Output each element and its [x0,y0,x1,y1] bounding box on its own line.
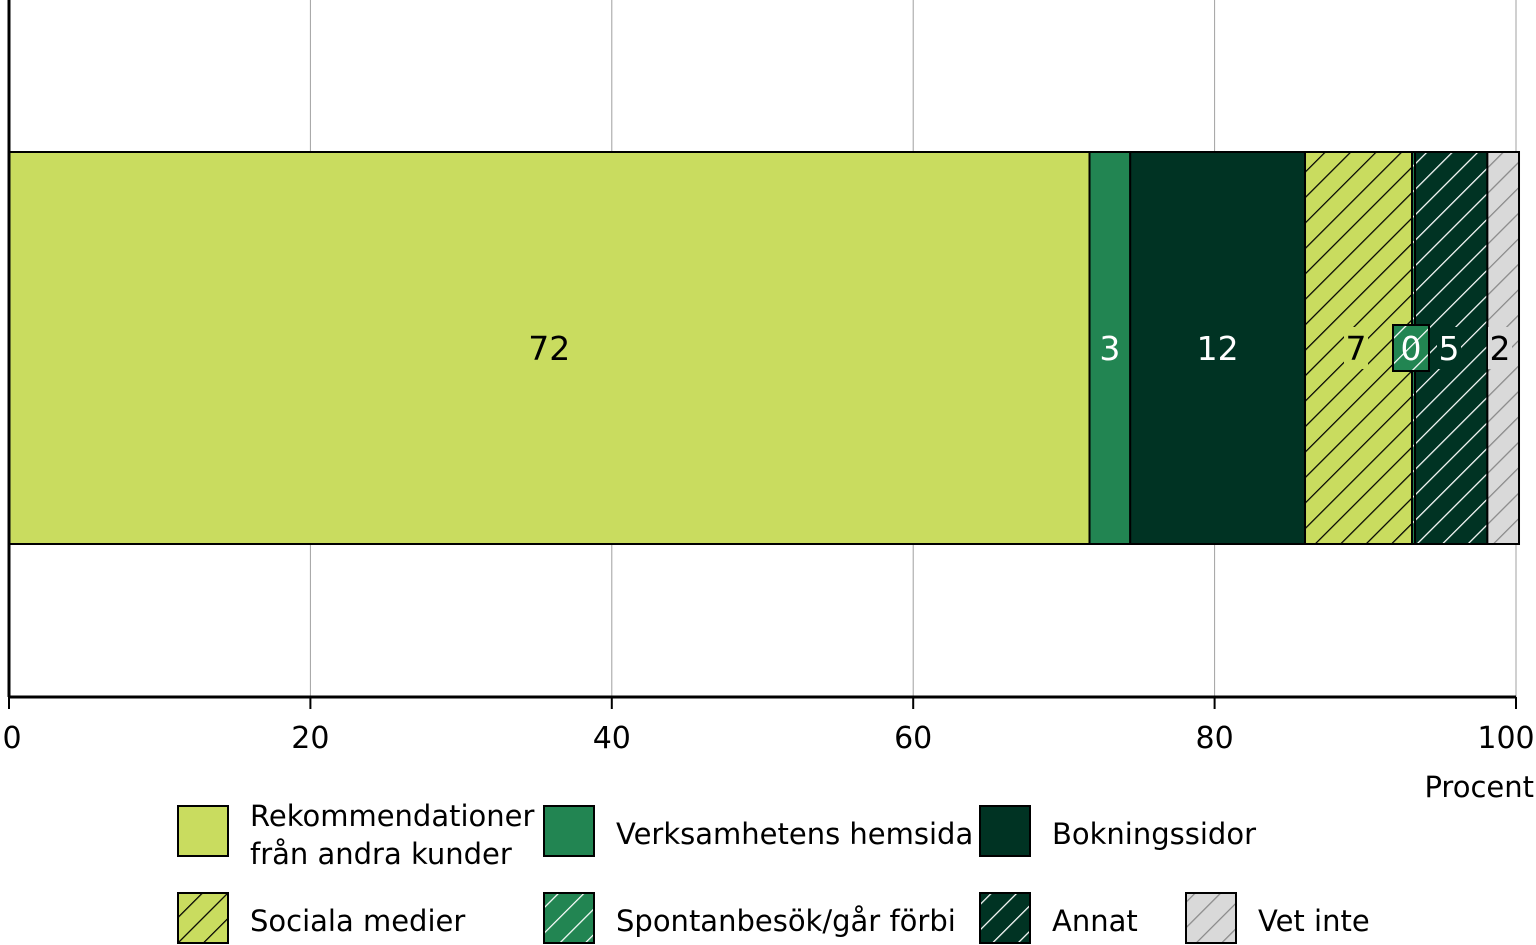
x-tick-label: 60 [894,721,932,756]
legend-label: Annat [1052,904,1138,938]
bar-segment [8,151,1091,545]
data-label: 0 [1401,329,1422,368]
data-label-box [1488,327,1512,369]
x-tick-label: 80 [1196,721,1234,756]
data-label: 72 [528,329,570,368]
legend-label: från andra kunder [250,837,512,871]
bar-segment [1129,151,1307,545]
legend-swatch [979,805,1031,857]
data-labels: 72 3 12 7 0 5 2 [528,324,1512,372]
x-tick-label: 0 [2,721,21,756]
legend-label: Bokningssidor [1052,817,1256,851]
data-label-box [1437,327,1461,369]
x-tick-label: 100 [1477,721,1534,756]
legend-label: Sociala medier [250,904,465,938]
legend-label: Rekommendationer [250,799,534,833]
legend-label: Spontanbesök/går förbi [616,904,956,938]
data-label: 5 [1439,329,1460,368]
x-axis: 0 20 40 60 80 100 [2,0,1535,756]
data-label-box [1344,327,1368,369]
data-label: 12 [1197,329,1239,368]
legend-label: Vet inte [1258,904,1370,938]
legend-swatch [177,805,229,857]
data-label-box [1392,324,1430,372]
data-label: 7 [1346,329,1367,368]
x-tick-label: 20 [291,721,329,756]
legend-swatch [1185,892,1237,944]
legend-swatch [543,805,595,857]
data-label: 2 [1490,329,1511,368]
legend: Rekommendationer från andra kunder Verksam… [177,799,1370,944]
x-tick-label: 40 [593,721,631,756]
legend-swatch [177,892,229,944]
legend-swatch [543,892,595,944]
legend-swatch [979,892,1031,944]
data-label: 3 [1099,329,1120,368]
legend-label: Verksamhetens hemsida [616,817,973,851]
x-axis-label: Procent [1424,770,1534,804]
bars [8,151,1521,545]
